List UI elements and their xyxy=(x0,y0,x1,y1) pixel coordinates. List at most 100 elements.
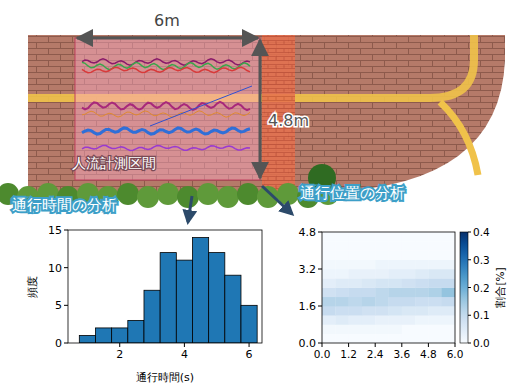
cell xyxy=(375,278,389,288)
cells xyxy=(322,232,455,343)
cell xyxy=(402,260,416,270)
caption: 通行時間の分析 xyxy=(12,196,117,214)
bar xyxy=(192,238,208,343)
cell xyxy=(389,278,403,288)
tick xyxy=(318,269,322,270)
axes-frame xyxy=(68,230,262,343)
cell xyxy=(335,269,349,279)
area-label: 人流計測区間 xyxy=(72,155,156,171)
cell xyxy=(322,278,336,288)
cell xyxy=(322,232,336,242)
cell xyxy=(375,251,389,261)
tick-label: 0.3 xyxy=(473,254,490,266)
tick-label: 2 xyxy=(116,348,123,361)
cell xyxy=(415,288,429,298)
cell xyxy=(349,269,363,279)
cell xyxy=(402,241,416,251)
cell xyxy=(442,269,455,279)
tick-label: 2.4 xyxy=(367,348,384,360)
cell xyxy=(349,241,363,251)
tick-label: 0.0 xyxy=(314,348,331,360)
cell xyxy=(335,306,349,316)
tick xyxy=(64,267,68,268)
height-label: 4.8m xyxy=(268,111,309,130)
cell xyxy=(349,325,363,335)
tick-label: 0.4 xyxy=(473,226,490,238)
trajectory xyxy=(82,59,250,65)
tick xyxy=(64,230,68,231)
trajectory xyxy=(82,128,250,134)
cell xyxy=(389,241,403,251)
tick xyxy=(468,315,471,316)
tick xyxy=(318,232,322,233)
cell xyxy=(322,334,336,343)
cell xyxy=(362,315,376,325)
cell xyxy=(375,241,389,251)
tick-label: 4.8 xyxy=(420,348,437,360)
cell xyxy=(349,288,363,298)
tick-label: 5 xyxy=(55,299,62,312)
cell xyxy=(349,306,363,316)
cell xyxy=(375,306,389,316)
cell xyxy=(389,288,403,298)
tick-label: 6.0 xyxy=(447,348,464,360)
tick-label: 3.6 xyxy=(393,348,410,360)
cell xyxy=(442,241,455,251)
tick-label: 10 xyxy=(48,262,62,275)
cell xyxy=(415,251,429,261)
cell xyxy=(415,260,429,270)
bar xyxy=(128,320,144,343)
bar xyxy=(209,253,225,343)
tick xyxy=(322,343,323,347)
cell xyxy=(335,278,349,288)
cell xyxy=(335,288,349,298)
bar xyxy=(160,253,176,343)
trajectory xyxy=(82,102,250,110)
cell xyxy=(322,260,336,270)
cell xyxy=(402,251,416,261)
cell xyxy=(415,334,429,343)
cell xyxy=(375,315,389,325)
cell xyxy=(335,251,349,261)
cell xyxy=(415,269,429,279)
bush xyxy=(137,186,159,208)
tick xyxy=(184,343,185,347)
cell xyxy=(375,297,389,307)
tick xyxy=(468,232,471,233)
cell xyxy=(335,325,349,335)
cell xyxy=(335,334,349,343)
cell xyxy=(322,269,336,279)
cell xyxy=(349,315,363,325)
cell xyxy=(349,297,363,307)
cell xyxy=(389,315,403,325)
cell xyxy=(349,260,363,270)
cell xyxy=(415,297,429,307)
tick-label: 6 xyxy=(246,348,253,361)
tick-label: 4 xyxy=(181,348,188,361)
cell xyxy=(335,260,349,270)
cell xyxy=(349,334,363,343)
tick xyxy=(318,343,322,344)
width-arrow xyxy=(77,37,258,40)
cell xyxy=(402,278,416,288)
bar xyxy=(112,328,128,343)
bush xyxy=(157,183,179,205)
tick-label: 4.8 xyxy=(299,226,317,239)
cell xyxy=(402,306,416,316)
cell xyxy=(375,334,389,343)
tick xyxy=(249,343,250,347)
cell xyxy=(389,325,403,335)
tick xyxy=(64,305,68,306)
cell xyxy=(375,269,389,279)
cell xyxy=(415,232,429,242)
trajectory xyxy=(150,86,252,126)
cell xyxy=(428,260,442,270)
cell xyxy=(349,251,363,261)
cell xyxy=(442,260,455,270)
cell xyxy=(335,297,349,307)
bar xyxy=(144,290,160,343)
tick xyxy=(119,343,120,347)
bar xyxy=(176,260,192,343)
width-label: 6m xyxy=(154,11,180,30)
bar xyxy=(95,328,111,343)
